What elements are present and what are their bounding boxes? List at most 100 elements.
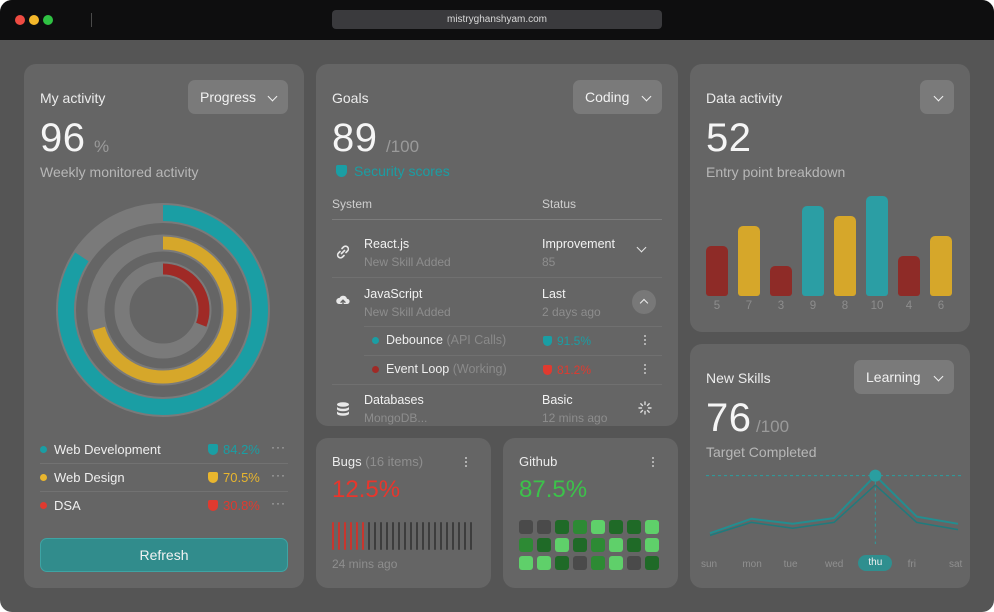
legend-dot xyxy=(40,474,47,481)
cloud-upload-icon xyxy=(336,295,350,307)
data-bar[interactable] xyxy=(770,266,792,296)
data-bar[interactable] xyxy=(834,216,856,296)
contribution-cell xyxy=(627,520,641,534)
more-vertical-icon[interactable] xyxy=(465,457,468,468)
github-card: Github 87.5% xyxy=(503,438,678,588)
goals-badge: Security scores xyxy=(354,163,450,179)
row-status: Improvement xyxy=(542,237,615,251)
bar-label: 6 xyxy=(937,300,945,312)
bug-bar xyxy=(350,522,352,550)
bug-bar xyxy=(368,522,370,550)
data-bar[interactable] xyxy=(898,256,920,296)
day-label[interactable]: fri xyxy=(907,559,916,570)
bar-label: 3 xyxy=(777,300,785,312)
shield-alert-icon xyxy=(208,500,218,511)
activity-rings-chart xyxy=(56,203,270,417)
more-horizontal-icon[interactable]: ··· xyxy=(271,440,286,454)
activity-card: My activity Progress 96 % Weekly monitor… xyxy=(24,64,304,588)
activity-subtitle: Weekly monitored activity xyxy=(40,164,199,180)
contribution-cell xyxy=(573,538,587,552)
shield-icon xyxy=(543,336,552,346)
activity-value: 96 xyxy=(40,116,86,160)
day-label-active[interactable]: thu xyxy=(858,555,893,571)
day-label[interactable]: sat xyxy=(949,559,963,570)
bar-label: 8 xyxy=(841,300,849,312)
minimize-window-button[interactable] xyxy=(29,15,39,25)
titlebar-divider xyxy=(91,13,92,27)
subrow-value: 91.5% xyxy=(557,334,592,348)
more-vertical-icon[interactable] xyxy=(644,364,647,375)
data-bar[interactable] xyxy=(866,196,888,296)
bug-bar xyxy=(464,522,466,550)
data-bar[interactable] xyxy=(930,236,952,296)
more-vertical-icon[interactable] xyxy=(644,335,647,346)
more-horizontal-icon[interactable]: ··· xyxy=(271,468,286,482)
list-item[interactable]: Event Loop (Working) 81.2% xyxy=(316,356,678,384)
table-row[interactable]: Databases MongoDB... Basic 12 mins ago xyxy=(316,385,678,426)
contribution-cell xyxy=(645,556,659,570)
subrow-value: 81.2% xyxy=(557,363,592,377)
contribution-grid xyxy=(519,520,669,580)
table-row[interactable]: JavaScript New Skill Added Last 2 days a… xyxy=(316,278,678,326)
goals-card: Goals Coding 89 /100 Security scores Sys… xyxy=(316,64,678,426)
active-point[interactable] xyxy=(869,469,882,482)
data-bar[interactable] xyxy=(706,246,728,296)
activity-dropdown[interactable]: Progress xyxy=(188,80,288,114)
column-header-status: Status xyxy=(542,197,577,211)
address-bar[interactable]: mistryghanshyam.com xyxy=(332,10,662,29)
legend-item[interactable]: Web Development 84.2% ··· xyxy=(40,436,288,464)
data-activity-dropdown[interactable] xyxy=(920,80,954,114)
contribution-cell xyxy=(555,556,569,570)
day-label[interactable]: sun xyxy=(701,559,718,570)
skills-value: 76 xyxy=(706,396,752,440)
refresh-button[interactable]: Refresh xyxy=(40,538,288,572)
close-window-button[interactable] xyxy=(15,15,25,25)
goals-dropdown-label: Coding xyxy=(585,89,630,105)
skills-dropdown[interactable]: Learning xyxy=(854,360,954,394)
contribution-cell xyxy=(627,538,641,552)
contribution-cell xyxy=(555,520,569,534)
skills-line xyxy=(709,474,959,535)
list-item[interactable]: Debounce (API Calls) 91.5% xyxy=(316,327,678,355)
bug-bar xyxy=(338,522,340,550)
contribution-cell xyxy=(573,520,587,534)
data-bar[interactable] xyxy=(802,206,824,296)
bug-bar xyxy=(440,522,442,550)
bug-bar xyxy=(428,522,430,550)
legend-dot xyxy=(40,446,47,453)
bugs-time: 24 mins ago xyxy=(332,557,398,571)
day-label[interactable]: wed xyxy=(825,559,844,570)
collapse-button[interactable] xyxy=(632,290,656,314)
skills-line xyxy=(709,484,959,537)
bug-bar xyxy=(458,522,460,550)
bug-bar xyxy=(374,522,376,550)
day-label[interactable]: mon xyxy=(742,559,762,570)
more-horizontal-icon[interactable]: ··· xyxy=(271,496,286,510)
contribution-cell xyxy=(519,556,533,570)
chevron-down-icon[interactable] xyxy=(636,242,647,253)
legend-item[interactable]: Web Design 70.5% ··· xyxy=(40,464,288,492)
contribution-cell xyxy=(537,556,551,570)
more-vertical-icon[interactable] xyxy=(652,457,655,468)
data-bar[interactable] xyxy=(738,226,760,296)
table-row[interactable]: React.js New Skill Added Improvement 85 xyxy=(316,220,678,277)
row-status-sub: 2 days ago xyxy=(542,305,601,319)
goals-dropdown[interactable]: Coding xyxy=(573,80,662,114)
maximize-window-button[interactable] xyxy=(43,15,53,25)
skills-line-chart xyxy=(706,469,962,544)
status-dot xyxy=(372,366,379,373)
ring-arc xyxy=(58,205,268,415)
chevron-down-icon xyxy=(933,371,944,382)
row-sub: New Skill Added xyxy=(364,305,451,319)
bar-label: 10 xyxy=(870,300,884,312)
row-status-sub: 85 xyxy=(542,255,556,269)
row-divider xyxy=(332,277,662,278)
legend-item[interactable]: DSA 30.8% ··· xyxy=(40,492,288,520)
skills-unit: /100 xyxy=(756,417,790,436)
chevron-down-icon xyxy=(641,91,652,102)
row-sub: New Skill Added xyxy=(364,255,451,269)
goals-value: 89 xyxy=(332,116,378,160)
day-label[interactable]: tue xyxy=(783,559,798,570)
bug-bar xyxy=(416,522,418,550)
bug-bar xyxy=(422,522,424,550)
